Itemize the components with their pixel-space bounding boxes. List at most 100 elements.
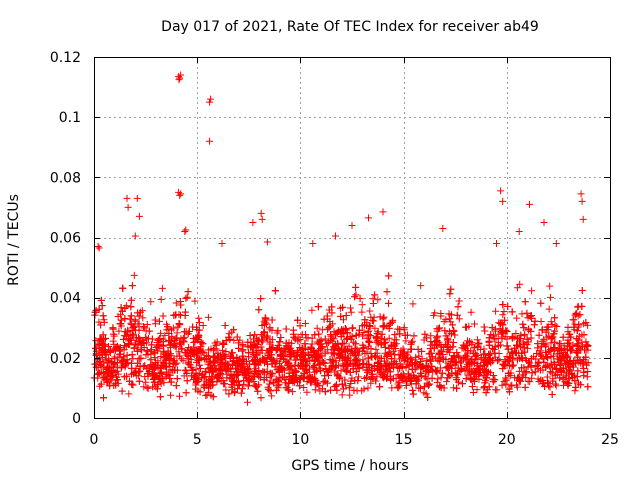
data-point [250,335,257,343]
y-axis: 0 0.02 0.04 0.06 0.08 0.1 0.12 [50,50,610,427]
data-point [559,364,567,372]
data-point [168,333,176,341]
x-axis-label: GPS time / hours [291,458,408,474]
data-point [268,392,276,400]
data-point [451,331,459,339]
data-point [544,354,552,362]
data-point [164,323,171,331]
data-point [495,342,502,350]
data-point [508,362,516,370]
data-point [159,358,167,366]
data-point [103,373,111,381]
data-point [396,330,404,338]
data-point [361,375,369,382]
data-point [551,314,559,322]
data-point [97,361,105,369]
data-point [463,341,471,349]
data-point [549,333,557,341]
data-point [442,316,450,324]
data-point [197,365,204,372]
data-point [277,363,285,371]
data-point [523,309,531,317]
data-point [546,383,554,391]
data-point [385,324,393,332]
data-point [315,330,323,338]
data-point [309,240,317,247]
data-point [341,376,349,384]
data-point [327,366,335,374]
data-point [387,341,395,349]
data-point [443,378,451,386]
data-point [270,356,278,364]
data-point [340,347,348,355]
data-point [540,340,548,348]
data-point [154,361,161,369]
data-point [346,369,354,376]
data-point [518,364,526,372]
data-point [154,381,162,389]
data-point [191,297,199,305]
data-point [320,315,328,323]
data-point [177,301,185,309]
data-point [426,356,434,364]
data-point [340,385,347,393]
data-point [99,374,107,382]
data-point [438,369,446,377]
data-point [195,332,203,340]
data-point [206,376,214,384]
data-point [211,362,219,370]
data-point [160,338,167,346]
data-point [329,349,337,357]
data-point [462,323,470,331]
data-point [390,342,398,350]
data-point [516,280,524,288]
data-point [437,348,445,356]
data-point [444,374,452,382]
data-point [200,382,208,390]
data-point [136,367,144,375]
data-point [374,328,382,336]
data-point [467,374,475,382]
data-point [505,369,513,377]
data-point [527,363,535,371]
data-point [373,338,381,346]
data-point [480,384,488,392]
data-point [514,342,522,350]
data-point [364,384,372,392]
data-point [113,342,121,350]
data-point [494,357,501,365]
data-point [553,323,561,330]
data-point [394,380,402,388]
data-point [135,368,143,376]
data-point [117,311,125,319]
data-point [187,353,195,360]
data-point [499,197,507,205]
data-point [513,349,520,357]
data-point [442,332,450,340]
data-point [193,358,201,366]
data-point [266,377,274,385]
data-point [311,331,319,339]
data-point [308,354,316,361]
data-point [469,389,477,396]
data-point [548,335,556,343]
data-point [491,349,499,357]
data-point [176,352,184,360]
data-point [455,297,463,305]
data-point [142,351,150,359]
data-point [537,351,545,359]
data-point [504,303,512,310]
data-point [283,357,291,365]
data-point [348,324,356,332]
data-point [180,338,188,346]
data-point [423,367,431,375]
data-point [116,347,123,355]
data-point [251,331,259,339]
data-point [347,335,355,343]
data-point [92,363,100,371]
data-point [323,340,331,348]
data-point [182,226,190,234]
data-point [509,361,517,369]
data-point [140,323,148,331]
data-point [181,308,189,316]
